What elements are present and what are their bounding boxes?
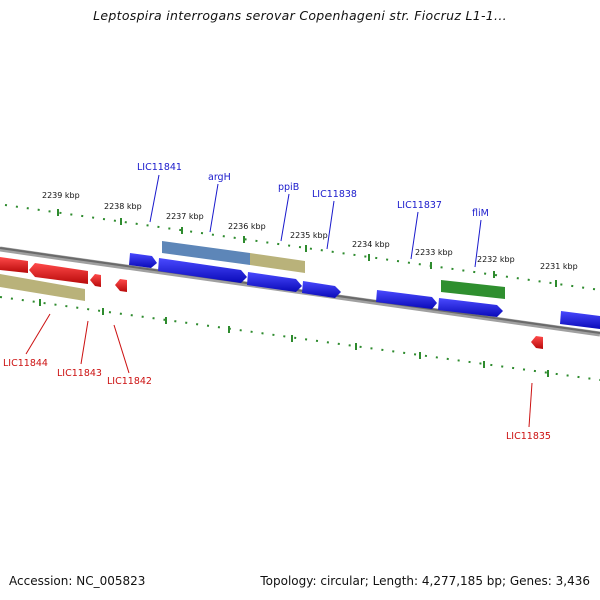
- scale-label: 2232 kbp: [477, 255, 515, 264]
- gene-arrow-reverse[interactable]: [90, 274, 101, 287]
- gene-arrow-forward[interactable]: [158, 258, 247, 283]
- forward-genes: [129, 253, 600, 329]
- highlight-bars: [0, 241, 505, 301]
- scale-label: 2237 kbp: [166, 212, 204, 221]
- scale-label: 2238 kbp: [104, 202, 142, 211]
- scale-label: 2231 kbp: [540, 262, 578, 271]
- reverse-gene-labels: LIC11844 LIC11843 LIC11842 LIC11835: [3, 358, 551, 442]
- gene-label[interactable]: LIC11838: [312, 189, 357, 200]
- highlight-green-bar: [441, 280, 505, 299]
- scale-label: 2239 kbp: [42, 191, 80, 200]
- genome-summary-text: Topology: circular; Length: 4,277,185 bp…: [260, 574, 590, 588]
- gene-arrow-reverse[interactable]: [531, 336, 543, 349]
- gene-label[interactable]: LIC11842: [107, 376, 152, 387]
- gene-arrow-forward[interactable]: [247, 272, 302, 292]
- scale-label: 2233 kbp: [415, 248, 453, 257]
- forward-gene-labels: LIC11841 argH ppiB LIC11838 LIC11837 fli…: [137, 162, 489, 219]
- gene-arrow-reverse[interactable]: [0, 257, 28, 273]
- gene-label[interactable]: argH: [208, 172, 231, 183]
- gene-arrow-forward[interactable]: [129, 253, 157, 268]
- gene-label[interactable]: LIC11841: [137, 162, 182, 173]
- scale-label: 2235 kbp: [290, 231, 328, 240]
- scale-labels: 2239 kbp 2238 kbp 2237 kbp 2236 kbp 2235…: [42, 191, 578, 271]
- gene-arrow-forward[interactable]: [302, 281, 341, 298]
- gene-label[interactable]: ppiB: [278, 182, 299, 193]
- gene-label[interactable]: LIC11844: [3, 358, 48, 369]
- gene-label[interactable]: LIC11837: [397, 200, 442, 211]
- reverse-genes: [0, 257, 543, 349]
- gene-arrow-reverse[interactable]: [29, 263, 88, 284]
- highlight-khaki-bar-left: [0, 274, 85, 301]
- accession-text: Accession: NC_005823: [9, 574, 146, 588]
- scale-label: 2234 kbp: [352, 240, 390, 249]
- scale-label: 2236 kbp: [228, 222, 266, 231]
- gene-label[interactable]: fliM: [472, 208, 489, 219]
- highlight-khaki-bar: [250, 253, 305, 273]
- scale-major-ticks-bottom: [39, 299, 549, 377]
- gene-arrow-reverse[interactable]: [115, 279, 127, 292]
- gene-arrow-forward[interactable]: [560, 311, 600, 329]
- gene-label[interactable]: LIC11835: [506, 431, 551, 442]
- map-title: Leptospira interrogans serovar Copenhage…: [93, 8, 507, 23]
- gene-label[interactable]: LIC11843: [57, 368, 102, 379]
- scale-major-ticks: [57, 209, 557, 287]
- gene-arrow-forward[interactable]: [438, 298, 503, 317]
- reverse-label-lines: [25, 313, 533, 428]
- scale-track-top: [4, 204, 600, 291]
- highlight-blue-bar: [162, 241, 250, 265]
- forward-label-lines: [149, 174, 482, 268]
- gene-arrow-forward[interactable]: [376, 290, 437, 309]
- scale-track-bottom: [0, 296, 600, 381]
